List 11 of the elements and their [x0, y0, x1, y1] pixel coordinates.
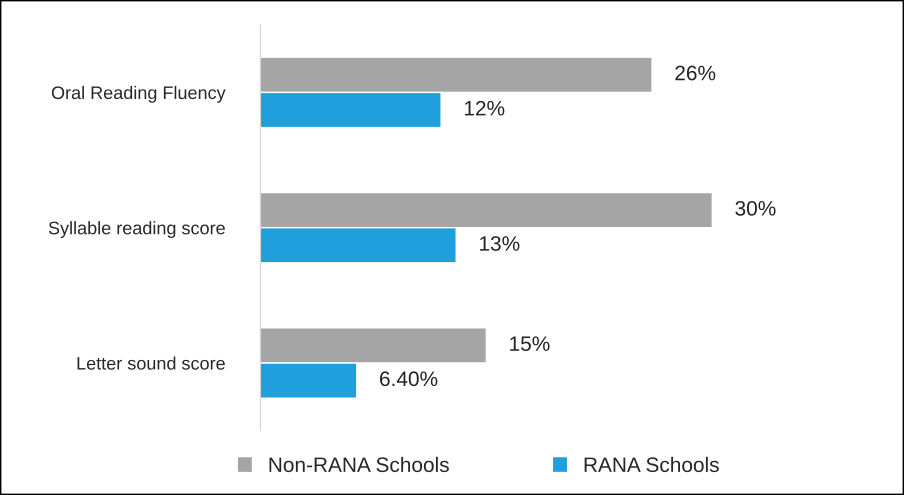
data-label: 6.40%: [380, 371, 438, 386]
data-label: 30%: [735, 200, 776, 216]
data-label: 12%: [464, 100, 504, 116]
data-label: 15%: [510, 336, 550, 352]
data-label: 13%: [480, 236, 520, 251]
legend-label: RANA Schools: [584, 456, 719, 472]
y-tick-label: Oral Reading Fluency: [52, 86, 226, 103]
data-label: 26%: [675, 66, 716, 80]
y-tick-label: Letter sound score: [78, 356, 225, 370]
legend-label: Non-RANA Schools: [270, 456, 449, 472]
y-tick-label: Syllable reading score: [48, 221, 225, 238]
